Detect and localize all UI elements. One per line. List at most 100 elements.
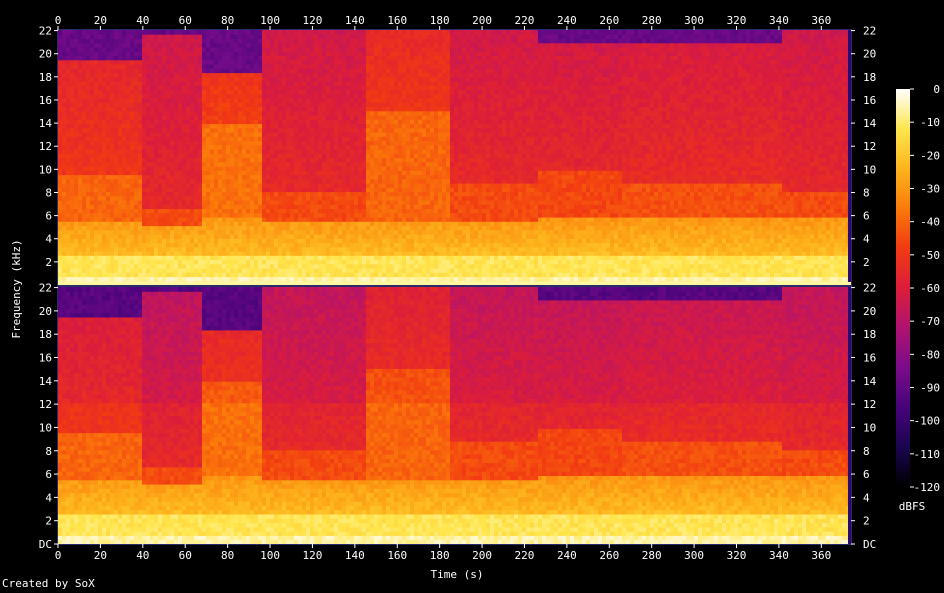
- spectrogram-cell: [214, 246, 219, 252]
- spectrogram-cell: [118, 268, 123, 273]
- spectrogram-cell: [334, 217, 339, 222]
- spectrogram-cell: [218, 221, 223, 227]
- spectrogram-cell: [202, 229, 207, 235]
- spectrogram-cell: [62, 144, 67, 150]
- spectrogram-cell: [194, 187, 199, 193]
- spectrogram-cell: [302, 217, 307, 222]
- spectrogram-cell: [282, 115, 287, 120]
- spectrogram-cell: [58, 204, 63, 210]
- spectrogram-cell: [330, 221, 335, 227]
- spectrogram-cell: [298, 123, 303, 129]
- spectrogram-cell: [238, 242, 243, 248]
- spectrogram-cell: [322, 34, 327, 39]
- spectrogram-cell: [194, 30, 199, 35]
- spectrogram-cell: [238, 183, 243, 188]
- spectrogram-cell: [370, 149, 375, 154]
- spectrogram-cell: [314, 187, 319, 193]
- spectrogram-cell: [222, 191, 227, 197]
- spectrogram-cell: [370, 81, 375, 86]
- spectrogram-cell: [66, 234, 71, 239]
- spectrogram-cell: [206, 144, 211, 150]
- spectrogram-cell: [142, 55, 147, 61]
- spectrogram-cell: [238, 59, 243, 65]
- spectrogram-cell: [342, 238, 347, 244]
- spectrogram-cell: [206, 183, 211, 188]
- spectrogram-cell: [62, 251, 67, 256]
- spectrogram-cell: [322, 149, 327, 154]
- spectrogram-cell: [350, 59, 355, 65]
- spectrogram-cell: [86, 81, 91, 86]
- spectrogram-cell: [330, 93, 335, 99]
- spectrogram-cell: [146, 123, 151, 129]
- spectrogram-cell: [206, 149, 211, 154]
- spectrogram-cell: [198, 242, 203, 248]
- spectrogram-cell: [142, 89, 147, 95]
- spectrogram-cell: [298, 72, 303, 78]
- spectrogram-cell: [122, 119, 127, 125]
- spectrogram-cell: [162, 149, 167, 154]
- spectrogram-cell: [354, 217, 359, 222]
- spectrogram-cell: [366, 212, 371, 218]
- spectrogram-cell: [314, 246, 319, 252]
- spectrogram-cell: [82, 225, 87, 231]
- spectrogram-cell: [118, 81, 123, 86]
- spectrogram-cell: [74, 166, 79, 171]
- spectrogram-cell: [266, 251, 271, 256]
- spectrogram-cell: [94, 221, 99, 227]
- spectrogram-cell: [178, 72, 183, 78]
- spectrogram-cell: [242, 153, 247, 159]
- spectrogram-cell: [222, 136, 227, 142]
- spectrogram-cell: [218, 263, 223, 269]
- spectrogram-cell: [110, 191, 115, 197]
- spectrogram-cell: [98, 115, 103, 120]
- spectrogram-cell: [246, 255, 251, 261]
- spectrogram-cell: [350, 204, 355, 210]
- spectrogram-cell: [146, 51, 151, 56]
- spectrogram-cell: [78, 217, 83, 222]
- spectrogram-cell: [234, 140, 239, 146]
- spectrogram-cell: [266, 127, 271, 133]
- spectrogram-cell: [58, 30, 63, 35]
- spectrogram-cell: [298, 263, 303, 269]
- spectrogram-cell: [58, 89, 63, 95]
- spectrogram-cell: [158, 64, 163, 69]
- spectrogram-cell: [222, 47, 227, 52]
- spectrogram-cell: [278, 212, 283, 218]
- spectrogram-cell: [258, 200, 263, 205]
- spectrogram-cell: [254, 166, 259, 171]
- spectrogram-cell: [214, 47, 219, 52]
- spectrogram-cell: [310, 38, 315, 44]
- spectrogram-cell: [266, 238, 271, 244]
- spectrogram-cell: [362, 34, 367, 39]
- spectrogram-cell: [130, 204, 135, 210]
- spectrogram-cell: [162, 276, 167, 282]
- spectrogram-cell: [158, 119, 163, 125]
- spectrogram-cell: [254, 34, 259, 39]
- spectrogram-cell: [282, 212, 287, 218]
- spectrogram-cell: [214, 157, 219, 163]
- spectrogram-cell: [174, 110, 179, 116]
- spectrogram-cell: [234, 229, 239, 235]
- spectrogram-cell: [274, 183, 279, 188]
- spectrogram-cell: [154, 238, 159, 244]
- spectrogram-cell: [82, 42, 87, 48]
- spectrogram-cell: [174, 51, 179, 56]
- spectrogram-cell: [86, 234, 91, 239]
- spectrogram-cell: [90, 161, 95, 167]
- spectrogram-cell: [254, 183, 259, 188]
- spectrogram-cell: [330, 132, 335, 137]
- spectrogram-cell: [106, 102, 111, 108]
- spectrogram-cell: [246, 225, 251, 231]
- spectrogram-cell: [98, 268, 103, 273]
- spectrogram-cell: [358, 255, 363, 261]
- spectrogram-cell: [182, 144, 187, 150]
- spectrogram-cell: [194, 246, 199, 252]
- spectrogram-cell: [262, 140, 267, 146]
- spectrogram-cell: [98, 30, 103, 35]
- spectrogram-cell: [126, 98, 131, 103]
- spectrogram-cell: [366, 263, 371, 269]
- spectrogram-cell: [326, 242, 331, 248]
- spectrogram-cell: [82, 51, 87, 56]
- spectrogram-cell: [178, 102, 183, 108]
- spectrogram-cell: [374, 242, 379, 248]
